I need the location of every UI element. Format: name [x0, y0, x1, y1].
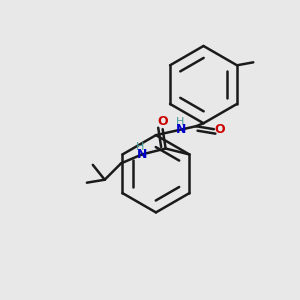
- Text: O: O: [157, 115, 168, 128]
- Text: H: H: [136, 142, 145, 152]
- Text: N: N: [137, 148, 147, 161]
- Text: H: H: [176, 117, 184, 127]
- Text: N: N: [176, 123, 186, 136]
- Text: O: O: [214, 123, 225, 136]
